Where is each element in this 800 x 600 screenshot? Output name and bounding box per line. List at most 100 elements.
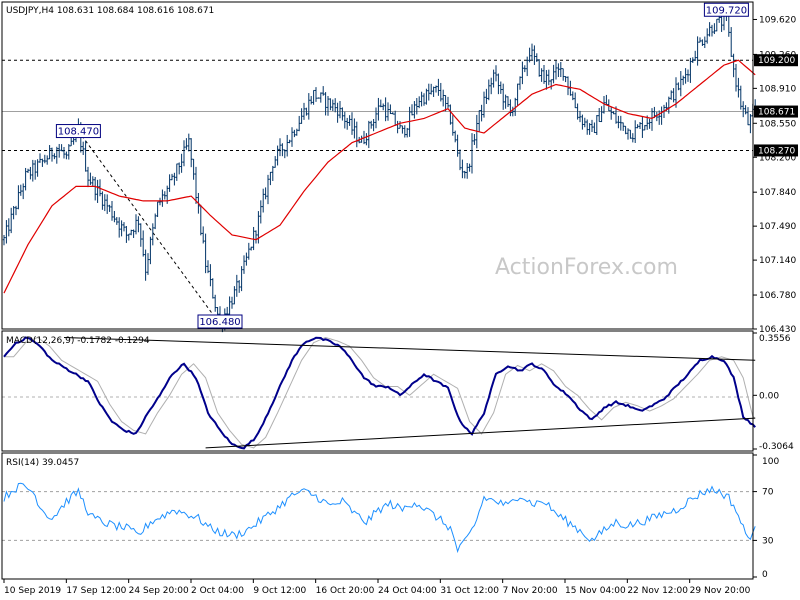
ohlc-bar [67, 144, 70, 160]
ohlc-bar [389, 104, 392, 115]
ohlc-bar [310, 96, 313, 105]
ohlc-bar [146, 253, 150, 275]
ohlc-bar [7, 218, 10, 237]
ohlc-bar [694, 50, 697, 61]
ohlc-bar [372, 118, 375, 132]
ohlc-bar [713, 23, 716, 35]
ohlc-bar [317, 97, 320, 99]
price-tick-label: 107.840 [759, 188, 796, 198]
ohlc-bar [559, 61, 562, 78]
price-label: 109.720 [703, 2, 749, 17]
ohlc-bar [624, 125, 627, 135]
ohlc-bar [595, 115, 598, 135]
ohlc-bar [122, 222, 126, 232]
ohlc-bar [163, 191, 166, 200]
price-tick-label: 108.200 [759, 153, 796, 163]
ohlc-bar [298, 115, 301, 132]
ohlc-bar [478, 110, 481, 132]
ohlc-bar [588, 123, 591, 135]
price-label: 106.480 [197, 314, 243, 329]
ohlc-bar [523, 65, 526, 73]
ohlc-bar [420, 91, 423, 107]
ohlc-bar [312, 89, 315, 105]
ohlc-bar [451, 115, 454, 136]
ohlc-bar [214, 294, 217, 312]
ohlc-bar [518, 76, 522, 90]
ohlc-bar [113, 210, 116, 223]
ohlc-bar [593, 122, 596, 134]
ohlc-bar [233, 286, 236, 305]
macd-trendline [205, 417, 756, 449]
ohlc-bar [600, 106, 603, 123]
ohlc-bar [139, 223, 142, 247]
ohlc-bar [120, 220, 123, 237]
ohlc-bar [125, 225, 128, 243]
macd-tick-label: 0.3556 [759, 334, 791, 344]
ohlc-bar [264, 187, 267, 200]
ohlc-bar [41, 158, 44, 167]
price-label-text: 109.720 [706, 5, 747, 16]
ohlc-bar [504, 94, 507, 109]
ohlc-bar [499, 81, 502, 94]
ohlc-bar [228, 296, 231, 317]
ohlc-bar [283, 149, 286, 159]
ohlc-bar [14, 205, 18, 216]
ohlc-bar [175, 163, 178, 181]
ohlc-bar [379, 99, 382, 108]
ohlc-bar [343, 111, 346, 129]
rsi-tick-label: 70 [762, 488, 774, 498]
ohlc-bar [281, 143, 284, 157]
rsi-line [3, 482, 756, 554]
ohlc-bar [178, 162, 181, 175]
ohlc-bar [331, 99, 334, 112]
ohlc-bar [701, 39, 704, 46]
ohlc-bar [602, 95, 606, 114]
ohlc-bar [84, 140, 87, 172]
ohlc-bar [12, 206, 15, 220]
ohlc-bar [574, 92, 577, 109]
ohlc-bar [34, 160, 37, 180]
ohlc-bar [610, 106, 613, 120]
price-bars [2, 5, 757, 333]
ohlc-bar [65, 151, 68, 160]
ohlc-bar [744, 105, 747, 115]
ohlc-bar [31, 159, 34, 182]
ohlc-bar [418, 96, 421, 109]
ohlc-bar [485, 88, 488, 104]
ohlc-bar [406, 127, 409, 138]
ohlc-bar [497, 73, 500, 95]
ohlc-bar [540, 68, 543, 82]
macd-trendline [63, 336, 756, 361]
ohlc-bar [648, 118, 651, 129]
ohlc-bar [514, 97, 517, 116]
ohlc-bar [10, 207, 13, 234]
ohlc-bar [230, 296, 234, 309]
ohlc-bar [170, 173, 174, 181]
ohlc-bar [271, 165, 274, 181]
ohlc-bar [62, 146, 66, 159]
ohlc-bar [679, 71, 682, 97]
ohlc-bar [350, 112, 354, 135]
ohlc-bar [89, 172, 92, 185]
time-tick-label: 2 Oct 04:00 [191, 586, 244, 596]
ohlc-bar [598, 108, 601, 123]
ohlc-bar [458, 149, 462, 171]
ohlc-bar [739, 85, 742, 110]
ohlc-bar [168, 174, 171, 192]
macd-trendlines [63, 336, 756, 449]
ohlc-bar [631, 133, 634, 143]
ohlc-bar [245, 252, 248, 266]
ohlc-bar [382, 103, 385, 111]
ohlc-bar [569, 80, 572, 96]
ohlc-bar [547, 69, 550, 86]
ohlc-bar [53, 153, 56, 160]
ohlc-bar [240, 266, 243, 292]
time-tick-label: 22 Nov 12:00 [627, 586, 688, 596]
macd-signal-line [4, 336, 756, 449]
level-tag: 108.270 [754, 144, 798, 157]
ohlc-bar [252, 226, 255, 251]
ohlc-bar [473, 134, 476, 145]
ohlc-bar [235, 274, 238, 297]
ohlc-bar [26, 168, 30, 174]
rsi-tick-label: 0 [762, 570, 768, 580]
